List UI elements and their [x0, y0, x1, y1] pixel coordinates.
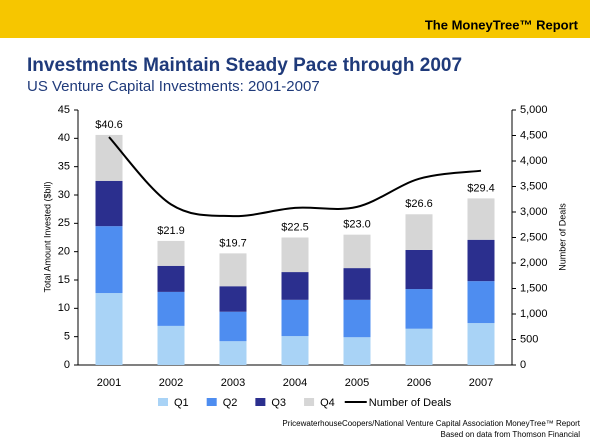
bar-segment	[343, 299, 371, 338]
bar-segment	[405, 249, 433, 290]
legend-label: Q4	[320, 397, 335, 409]
legend-swatch	[206, 398, 217, 406]
footer-source: PricewaterhouseCoopers/National Venture …	[282, 419, 580, 428]
y2-tick-label: 3,000	[520, 206, 548, 218]
bar-segment	[281, 299, 309, 337]
y2-tick-label: 4,000	[520, 155, 548, 167]
bar-segment	[467, 281, 495, 324]
bar-segment	[405, 328, 433, 365]
bar-segment	[95, 134, 123, 181]
bar-segment	[467, 198, 495, 240]
bar-segment	[343, 268, 371, 300]
bar-segment	[281, 336, 309, 365]
bar-segment	[281, 237, 309, 273]
legend-swatch	[255, 398, 266, 406]
y2-tick-label: 2,500	[520, 231, 548, 243]
y-axis-label: Total Amount Invested ($bil)	[42, 181, 52, 292]
bar-segment	[219, 286, 247, 312]
total-label: $22.5	[281, 221, 309, 233]
bar-segment	[405, 214, 433, 250]
bar-segment	[219, 341, 247, 365]
x-tick-label: 2001	[97, 377, 121, 389]
x-tick-label: 2006	[407, 377, 431, 389]
total-label: $21.9	[157, 225, 185, 237]
y-tick-label: 5	[64, 331, 70, 343]
x-tick-label: 2004	[283, 377, 307, 389]
x-tick-label: 2002	[159, 377, 183, 389]
y2-tick-label: 1,000	[520, 308, 548, 320]
x-tick-label: 2005	[345, 377, 369, 389]
legend-label: Q3	[271, 397, 286, 409]
y2-tick-label: 500	[520, 333, 538, 345]
total-label: $23.0	[343, 219, 371, 231]
y2-axis-label: Number of Deals	[557, 203, 567, 271]
legend-swatch	[304, 398, 315, 406]
y-tick-label: 25	[58, 217, 70, 229]
y2-tick-label: 5,000	[520, 104, 548, 116]
bar-segment	[343, 234, 371, 269]
y-tick-label: 10	[58, 302, 70, 314]
chart-title: Investments Maintain Steady Pace through…	[27, 55, 462, 76]
bar-segment	[157, 325, 185, 365]
bar-segment	[95, 180, 123, 227]
legend-label: Number of Deals	[369, 397, 452, 409]
total-label: $29.4	[467, 182, 495, 194]
y-tick-label: 20	[58, 246, 70, 258]
bar-segment	[95, 226, 123, 294]
legend-label: Q2	[223, 397, 238, 409]
y2-tick-label: 1,500	[520, 282, 548, 294]
y-tick-label: 15	[58, 274, 70, 286]
bar-segment	[405, 289, 433, 329]
bar-segment	[219, 311, 247, 342]
y-tick-label: 40	[58, 132, 70, 144]
y2-tick-label: 2,000	[520, 257, 548, 269]
y-tick-label: 0	[64, 359, 70, 371]
legend-swatch	[158, 398, 168, 406]
bar-segment	[157, 291, 185, 326]
y-tick-label: 35	[58, 161, 70, 173]
y2-tick-label: 4,500	[520, 129, 548, 141]
x-tick-label: 2003	[221, 377, 245, 389]
brand: The MoneyTree™ Report	[425, 17, 579, 32]
total-label: $40.6	[95, 119, 123, 131]
y2-tick-label: 0	[520, 359, 526, 371]
y-tick-label: 45	[58, 104, 70, 116]
x-tick-label: 2007	[469, 377, 493, 389]
bar-segment	[281, 272, 309, 300]
chart-subtitle: US Venture Capital Investments: 2001-200…	[27, 78, 320, 95]
deals-line	[108, 136, 482, 218]
bar-segment	[157, 240, 185, 266]
y2-tick-label: 3,500	[520, 180, 548, 192]
header-band	[0, 0, 590, 38]
bar-segment	[467, 239, 495, 282]
bar-segment	[343, 337, 371, 365]
total-label: $19.7	[219, 237, 247, 249]
total-label: $26.6	[405, 198, 433, 210]
footer-source: Based on data from Thomson Financial	[441, 430, 581, 439]
bar-segment	[467, 323, 495, 365]
bar-segment	[219, 253, 247, 287]
legend-label: Q1	[174, 397, 189, 409]
bar-segment	[95, 293, 123, 365]
y-tick-label: 30	[58, 189, 70, 201]
bar-segment	[157, 265, 185, 292]
